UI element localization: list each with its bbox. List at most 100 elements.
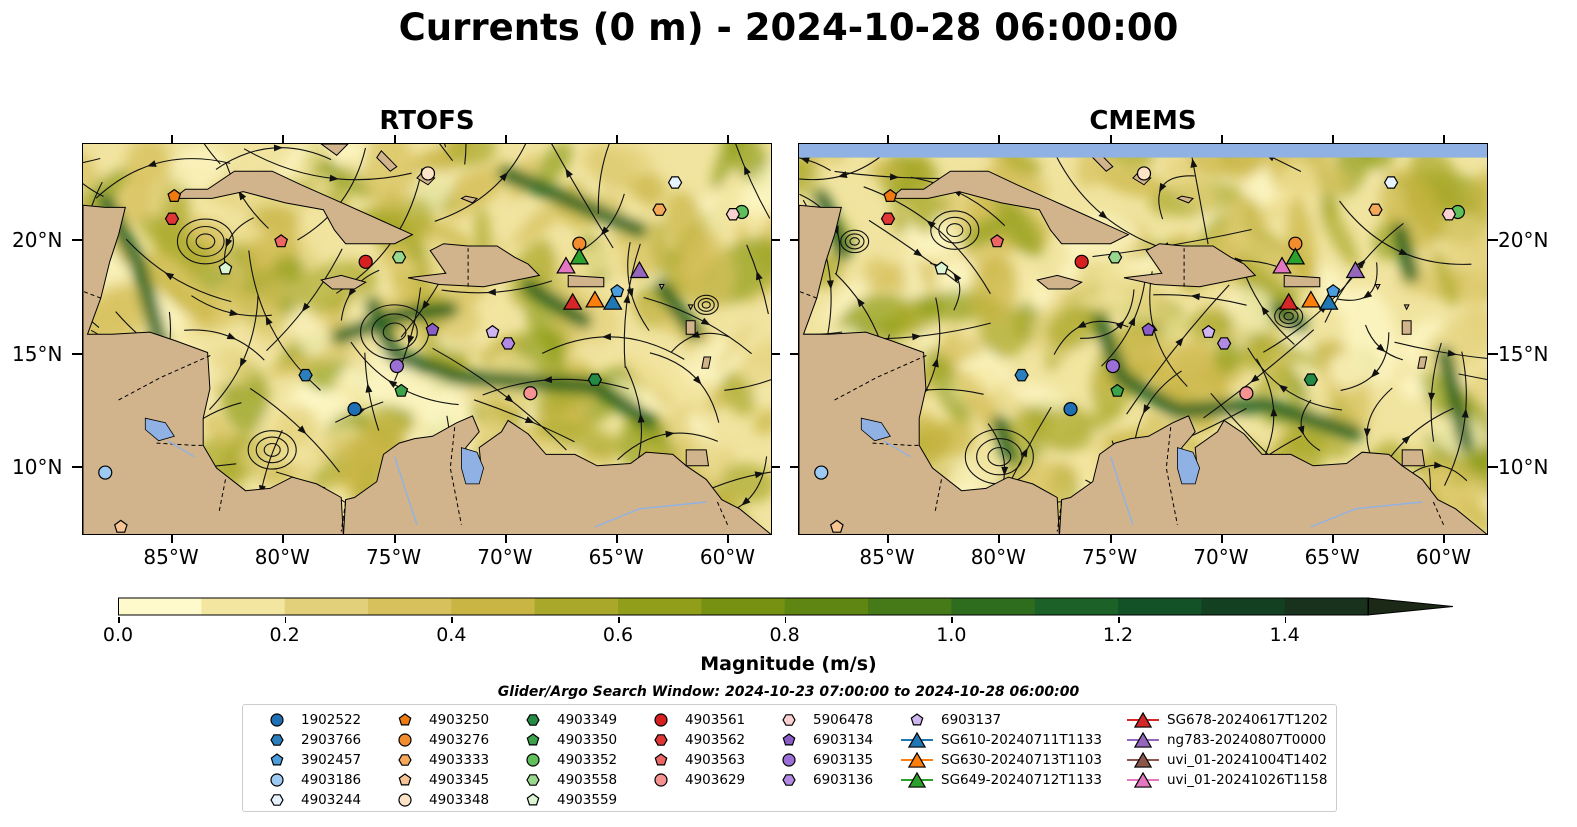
platform-marker-uvi_01-20241026t1158[interactable] — [1272, 256, 1292, 274]
colorbar-tick-mark — [784, 617, 787, 623]
colorbar-tick-mark — [451, 617, 453, 623]
legend-label: 4903629 — [685, 772, 746, 788]
platform-marker-4903186[interactable] — [98, 465, 113, 480]
legend-marker-circle — [782, 753, 796, 767]
platform-marker-4903250[interactable] — [883, 188, 898, 203]
platform-marker-uvi_01-20241026t1158[interactable] — [556, 256, 576, 274]
platform-marker-sg610-20240711t1133[interactable] — [1318, 292, 1339, 310]
map-panel-cmems[interactable] — [798, 143, 1488, 535]
platform-marker-1902522[interactable] — [347, 402, 362, 417]
platform-marker-4903563[interactable] — [274, 234, 289, 248]
platform-marker-4903562[interactable] — [880, 212, 896, 226]
platform-marker-sg630-20240713t1103[interactable] — [585, 290, 605, 308]
legend-label: 4903563 — [685, 752, 746, 768]
legend-marker-circle — [398, 733, 412, 747]
platform-marker-4903186[interactable] — [814, 465, 829, 480]
legend-marker-pentagon — [398, 713, 412, 726]
platform-marker-2903766[interactable] — [1014, 368, 1029, 382]
platform-marker-6903134[interactable] — [425, 322, 440, 336]
platform-marker-4903350[interactable] — [394, 383, 409, 397]
platform-marker-4903349[interactable] — [587, 373, 603, 386]
platform-marker-3902457[interactable] — [610, 284, 625, 298]
lon-tick-label: 65°W — [1304, 545, 1360, 569]
lat-tick-label-right: 10°N — [1498, 455, 1549, 480]
legend-marker-hexagon — [782, 714, 796, 726]
legend-marker-hexagon — [782, 774, 796, 786]
lon-tick-label: 65°W — [588, 545, 644, 569]
platform-marker-sg678-20240617t1202[interactable] — [1278, 292, 1299, 310]
platform-marker-ng783-20240807t0000[interactable] — [1345, 260, 1366, 279]
platform-marker-5906478[interactable] — [725, 207, 741, 221]
platform-marker-6903136[interactable] — [500, 337, 516, 350]
colorbar-segment — [118, 598, 202, 615]
platform-marker-4903345[interactable] — [113, 519, 128, 533]
legend-marker-pentagon — [270, 753, 284, 766]
legend-marker-pentagon — [398, 773, 412, 786]
legend-label: 4903276 — [429, 732, 490, 748]
colorbar-segment — [701, 598, 786, 615]
legend-label: SG678-20240617T1202 — [1167, 712, 1328, 728]
colorbar-extend-arrow — [1367, 597, 1454, 616]
lon-tick-label: 60°W — [699, 545, 756, 569]
legend-label: 4903333 — [429, 752, 490, 768]
platform-marker-4903559[interactable] — [218, 261, 233, 275]
platform-marker-4903562[interactable] — [164, 212, 180, 226]
platform-marker-4903629[interactable] — [1239, 386, 1254, 401]
lon-tick-mark — [727, 135, 730, 143]
platform-marker-6903136[interactable] — [1216, 337, 1232, 350]
platform-marker-4903244[interactable] — [667, 176, 683, 189]
platform-marker-3902457[interactable] — [1326, 284, 1341, 298]
legend-label: ng783-20240807T0000 — [1167, 732, 1327, 748]
lon-tick-mark — [1443, 135, 1446, 143]
platform-marker-sg630-20240713t1103[interactable] — [1301, 290, 1321, 308]
platform-marker-4903349[interactable] — [1303, 373, 1319, 386]
platform-marker-4903563[interactable] — [990, 234, 1005, 248]
platform-marker-4903250[interactable] — [167, 188, 182, 203]
platform-marker-4903348[interactable] — [420, 166, 436, 181]
platform-marker-4903558[interactable] — [391, 251, 407, 264]
platform-marker-2903766[interactable] — [298, 368, 313, 382]
platform-marker-6903135[interactable] — [389, 358, 404, 374]
colorbar-tick-mark — [1118, 617, 1120, 623]
colorbar-segment — [1284, 598, 1369, 615]
platform-marker-6903134[interactable] — [1141, 322, 1156, 336]
platform-marker-4903348[interactable] — [1136, 166, 1152, 181]
lat-tick-mark — [790, 466, 798, 469]
colorbar-segment — [451, 598, 536, 615]
legend-marker-pentagon — [526, 793, 540, 806]
platform-marker-4903561[interactable] — [358, 254, 373, 269]
platform-marker-4903333[interactable] — [652, 203, 667, 216]
legend-marker-circle — [270, 773, 284, 787]
platform-marker-4903629[interactable] — [523, 386, 538, 401]
platform-marker-4903244[interactable] — [1383, 176, 1399, 189]
platform-marker-4903559[interactable] — [934, 261, 949, 275]
platform-marker-1902522[interactable] — [1063, 402, 1078, 417]
platform-marker-ng783-20240807t0000[interactable] — [629, 260, 650, 279]
lon-tick-mark — [616, 535, 619, 543]
colorbar-segment — [1201, 598, 1286, 615]
platform-marker-6903137[interactable] — [1201, 324, 1216, 338]
panel-title-cmems: CMEMS — [1089, 106, 1197, 136]
legend-label: 3902457 — [301, 752, 362, 768]
platform-marker-sg649-20240712t1133[interactable] — [569, 247, 590, 265]
platform-marker-4903333[interactable] — [1368, 203, 1383, 216]
legend-marker-circle — [270, 713, 284, 727]
platform-marker-sg678-20240617t1202[interactable] — [562, 292, 583, 310]
platform-marker-4903561[interactable] — [1074, 254, 1089, 269]
legend-label: 6903137 — [941, 712, 1002, 728]
platform-marker-4903350[interactable] — [1110, 383, 1125, 397]
platform-marker-sg649-20240712t1133[interactable] — [1285, 247, 1306, 265]
colorbar-tick-label: 0.4 — [436, 624, 467, 646]
legend-marker-triangle — [1127, 731, 1159, 748]
platform-marker-6903137[interactable] — [485, 324, 500, 338]
map-panel-rtofs[interactable] — [82, 143, 772, 535]
platform-marker-4903558[interactable] — [1107, 251, 1123, 264]
platform-marker-5906478[interactable] — [1441, 207, 1457, 221]
platform-marker-sg610-20240711t1133[interactable] — [602, 292, 623, 310]
legend-label: 6903136 — [813, 772, 874, 788]
platform-marker-6903135[interactable] — [1105, 358, 1120, 374]
legend-marker-triangle — [901, 771, 933, 788]
legend-label: 4903348 — [429, 792, 490, 808]
lon-tick-mark — [616, 135, 619, 143]
platform-marker-4903345[interactable] — [829, 519, 844, 533]
